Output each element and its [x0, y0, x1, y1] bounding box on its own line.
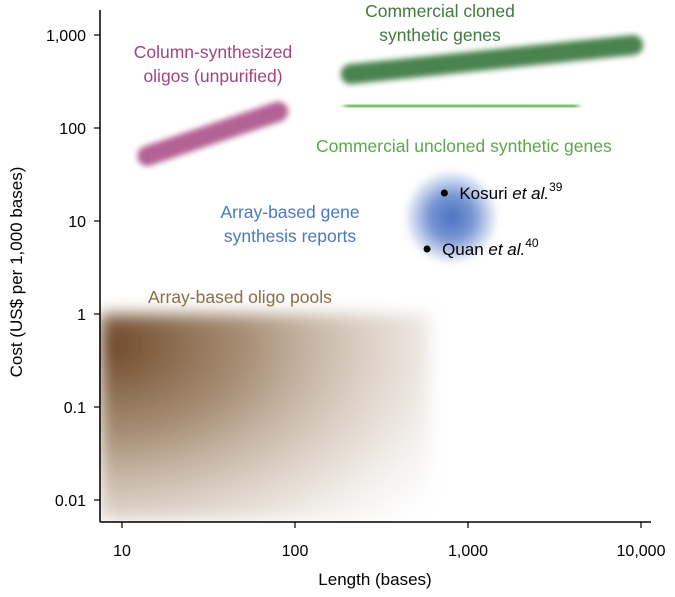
- y-axis-label: Cost (US$ per 1,000 bases): [7, 167, 26, 378]
- x-tick-label: 10: [113, 543, 131, 560]
- y-tick-label: 0.1: [64, 400, 86, 417]
- region-label: Array-based oligo pools: [148, 287, 332, 307]
- x-tick-label: 100: [282, 543, 309, 560]
- region-band: [340, 35, 644, 85]
- data-point: [423, 245, 431, 253]
- region-label: Commercial uncloned synthetic genes: [316, 136, 612, 156]
- y-tick-label: 1,000: [46, 28, 86, 45]
- region-band: [343, 98, 580, 114]
- region-label: synthesis reports: [224, 226, 357, 246]
- region-label: synthetic genes: [379, 25, 501, 45]
- point-label: Quan et al.40: [442, 236, 539, 259]
- y-tick-label: 1: [77, 307, 86, 324]
- region-box: [100, 314, 430, 521]
- x-tick-label: 10,000: [617, 543, 666, 560]
- region-label: oligos (unpurified): [143, 66, 282, 86]
- point-label: Kosuri et al.39: [459, 180, 562, 203]
- region-label: Array-based gene: [220, 202, 359, 222]
- x-tick-label: 1,000: [448, 543, 488, 560]
- data-point: [440, 189, 448, 197]
- y-tick-label: 0.01: [55, 493, 86, 510]
- region-label: Column-synthesized: [134, 42, 293, 62]
- y-tick-label: 100: [59, 121, 86, 138]
- region-label: Commercial cloned: [365, 1, 515, 21]
- x-axis-label: Length (bases): [318, 570, 431, 589]
- bottom-margin: [0, 523, 675, 593]
- region-band: [137, 101, 289, 166]
- region-blob: [403, 169, 500, 266]
- y-tick-label: 10: [68, 214, 86, 231]
- left-margin: [0, 0, 99, 592]
